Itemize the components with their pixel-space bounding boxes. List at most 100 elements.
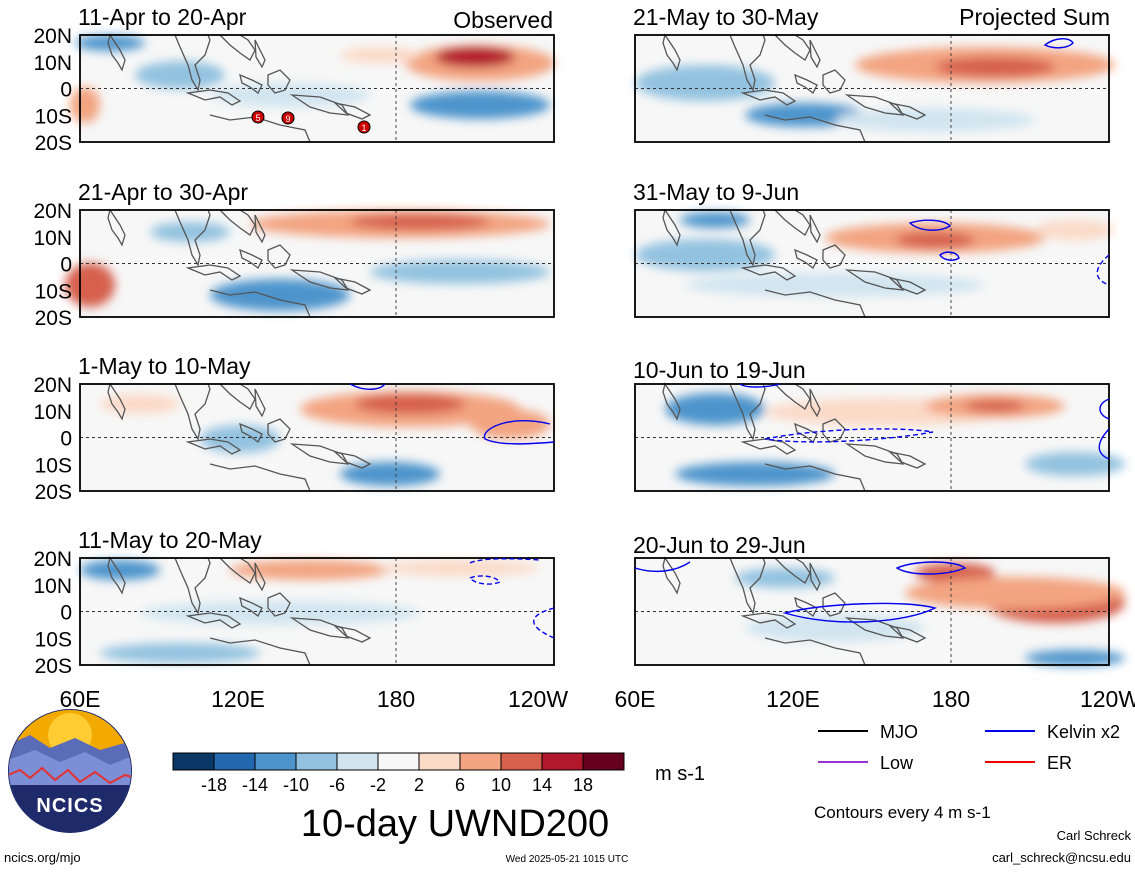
coastline (254, 388, 266, 418)
coastline (332, 450, 372, 469)
colorbar-swatch (418, 752, 461, 771)
coastline (809, 562, 821, 592)
colorbar-tick-label: 10 (491, 775, 511, 795)
coastline (267, 244, 291, 269)
footer-email: carl_schreck@ncsu.edu (992, 850, 1131, 865)
panel-1-title: 11-Apr to 20-Apr (78, 4, 247, 30)
colorbar-tick-label: -14 (242, 775, 268, 795)
panel-overlay (79, 382, 555, 492)
panel-8 (635, 558, 1125, 666)
panel-2 (65, 210, 554, 317)
coastline (174, 34, 211, 92)
lon-label: 120W (508, 686, 568, 712)
lat-label: 0 (60, 428, 72, 451)
coastline (729, 557, 766, 615)
lon-label: 180 (932, 686, 970, 712)
coastline (219, 383, 256, 410)
coastline (662, 556, 681, 595)
coastline (774, 557, 811, 584)
lat-label: 20N (33, 548, 72, 571)
panel-overlay (634, 33, 1110, 143)
coastline (332, 624, 372, 643)
panel-1-tag: Observed (453, 7, 553, 33)
coastline (809, 388, 821, 418)
coastline (239, 422, 263, 443)
panel-overlay (79, 556, 555, 666)
logo-text: NCICS (36, 795, 103, 817)
coastline (219, 34, 256, 61)
coastline (239, 596, 263, 617)
lon-label: 60E (615, 686, 656, 712)
kelvin-contour (895, 561, 967, 575)
coastline (254, 39, 266, 69)
coastline (809, 39, 821, 69)
lat-label: 20N (33, 374, 72, 397)
lat-label: 10S (35, 280, 72, 303)
coastline (844, 94, 905, 116)
kelvin-contour (349, 383, 386, 390)
coastline (794, 596, 818, 617)
storm-markers: 5 9 1 (251, 110, 371, 134)
coastline (219, 557, 256, 584)
legend-item-mjo: MJO (818, 722, 918, 742)
panel-3 (80, 384, 554, 491)
coastline (764, 289, 866, 318)
coastline (844, 443, 905, 465)
panel-3-title: 1-May to 10-May (78, 353, 251, 379)
coastline (174, 557, 211, 615)
kelvin-contour (739, 383, 781, 388)
latitude-labels: 20N 10N 0 10S 20S 20N 10N 0 10S 20S 20N 10N 0 10S 20S 2… (33, 25, 72, 678)
kelvin-contour (1099, 398, 1110, 420)
colorbar-tick-label: 18 (573, 775, 593, 795)
coastline (822, 418, 846, 443)
lat-label: 10N (33, 52, 72, 75)
coastline (239, 73, 263, 94)
svg-text:Low: Low (880, 753, 914, 773)
kelvin-contour (533, 607, 555, 639)
storm-marker: 1 (357, 120, 371, 134)
panel-overlay (79, 33, 555, 143)
kelvin-contour (468, 575, 502, 585)
footer-timestamp: Wed 2025-05-21 1015 UTC (506, 854, 629, 865)
panel-frame (79, 34, 555, 143)
kelvin-contour (764, 428, 934, 443)
panel-frame (634, 383, 1110, 492)
kelvin-contour (908, 219, 952, 231)
colorbar-swatch (254, 752, 297, 771)
lat-label: 0 (60, 602, 72, 625)
coastline (764, 637, 866, 666)
coastline (185, 438, 242, 455)
lon-label: 120E (211, 686, 265, 712)
coastline (662, 208, 681, 247)
coastline (107, 382, 126, 421)
panel-frame (634, 557, 1110, 666)
legend-item-kelvin: Kelvin x2 (985, 722, 1120, 742)
panel-overlay (634, 382, 1110, 492)
lat-label: 10S (35, 105, 72, 128)
ncics-logo: NCICS (8, 709, 132, 833)
panel-7-title: 10-Jun to 19-Jun (633, 357, 806, 383)
panel-8-title: 20-Jun to 29-Jun (633, 532, 806, 558)
coastline (289, 269, 350, 291)
lat-label: 10N (33, 575, 72, 598)
contour-legend: MJO Kelvin x2 Low ER Contours every 4 m … (814, 722, 1120, 822)
footer-author: Carl Schreck (1057, 828, 1132, 843)
panel-frame (79, 557, 555, 666)
panel-frame (634, 34, 1110, 143)
coastline (662, 382, 681, 421)
coastline (740, 89, 797, 106)
kelvin-contour (634, 561, 691, 573)
colorbar-swatch (541, 752, 584, 771)
footer-url: ncics.org/mjo (4, 850, 81, 865)
colorbar-tick-label: -10 (283, 775, 309, 795)
coastline (844, 269, 905, 291)
colorbar-swatch (213, 752, 256, 771)
coastline (887, 101, 927, 120)
colorbar-swatch (295, 752, 338, 771)
coastline (332, 101, 372, 120)
coastline (254, 562, 266, 592)
lon-label: 180 (377, 686, 415, 712)
coastline (209, 114, 311, 143)
coastline (174, 383, 211, 441)
